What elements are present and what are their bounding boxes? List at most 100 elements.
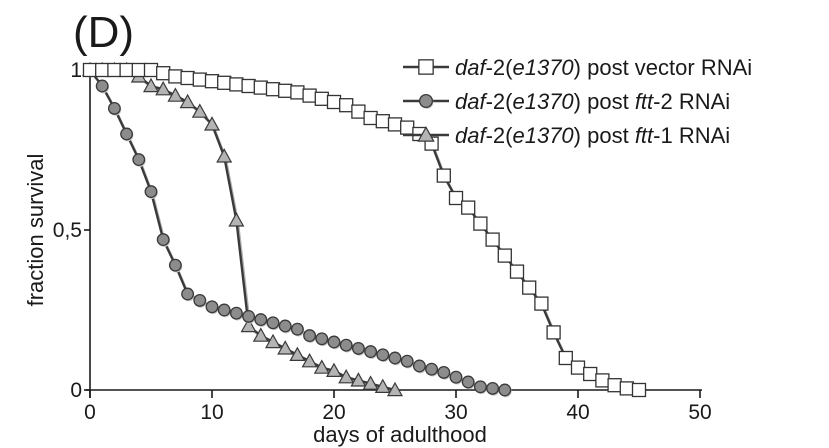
legend-text-segment: ) post vector RNAi [574, 55, 753, 80]
data-point-circle [156, 233, 170, 247]
data-point-square [217, 75, 232, 90]
axes: 0 10 20 30 40 50 0 0,5 1 [53, 59, 712, 424]
data-point-circle [473, 380, 487, 394]
x-tick-label: 30 [444, 401, 467, 424]
legend-text-segment: e1370 [512, 89, 574, 114]
legend: daf-2(e1370) post vector RNAidaf-2(e1370… [403, 55, 752, 148]
data-point-circle [290, 322, 304, 336]
data-point-triangle [338, 368, 355, 384]
data-point-square [168, 69, 183, 84]
data-point-square [351, 104, 366, 119]
data-point-square [534, 296, 549, 311]
panel-label: (D) [73, 8, 134, 57]
data-point-triangle [155, 80, 172, 96]
data-point-circle [315, 332, 329, 346]
x-tick-label: 50 [688, 401, 711, 424]
x-axis-label: days of adulthood [313, 422, 487, 447]
x-tick-label: 0 [84, 401, 96, 424]
data-point-square [180, 70, 195, 86]
data-point-square [302, 88, 317, 103]
x-tick-label: 10 [200, 401, 223, 424]
data-point-circle [498, 383, 512, 397]
data-point-circle [425, 362, 439, 376]
data-point-circle [303, 329, 317, 343]
data-point-square [400, 120, 415, 135]
data-point-square [241, 78, 256, 94]
legend-text-segment: ) post [574, 123, 635, 148]
legend-text-segment: ) post [574, 89, 635, 114]
data-point-circle [437, 365, 451, 379]
data-point-square [375, 114, 390, 129]
data-point-circle [132, 153, 146, 167]
data-point-square [473, 216, 488, 231]
data-point-circle [229, 306, 243, 320]
data-point-triangle [252, 327, 269, 342]
data-point-triangle [240, 317, 257, 333]
data-point-square [497, 248, 512, 263]
data-point-circle [95, 79, 109, 93]
data-point-triangle [289, 346, 306, 361]
data-point-square [461, 200, 476, 215]
data-point-square [290, 85, 305, 100]
data-point-triangle [313, 359, 330, 374]
data-point-square [387, 117, 403, 132]
data-point-triangle [216, 148, 233, 163]
data-point-triangle [277, 340, 294, 355]
data-point-triangle [142, 77, 160, 93]
data-point-circle [376, 348, 390, 362]
data-point-triangle [264, 333, 282, 349]
data-point-square [607, 378, 622, 393]
data-point-triangle [228, 212, 245, 227]
data-point-circle [412, 359, 426, 373]
legend-text-segment: -2( [486, 55, 514, 80]
data-point-square [107, 62, 122, 78]
data-point-triangle [179, 93, 196, 109]
data-point-triangle [191, 103, 208, 118]
legend-marker-triangle [417, 126, 435, 142]
data-point-square [339, 98, 354, 113]
data-point-square [631, 382, 647, 398]
data-point-triangle [386, 381, 404, 397]
data-point-triangle [362, 375, 379, 390]
data-point-circle [181, 287, 195, 301]
legend-marker-square [418, 59, 434, 75]
data-point-square [485, 232, 500, 247]
series-line [89, 69, 505, 392]
legend-text-segment: daf [455, 89, 488, 114]
plot-area [81, 61, 647, 398]
data-point-square [558, 350, 573, 366]
legend-marker-circle [418, 93, 434, 109]
legend-text-segment: ftt [635, 123, 654, 148]
data-point-square [314, 91, 329, 106]
legend-text-segment: -2 RNAi [653, 89, 730, 114]
legend-text-segment: -1 RNAi [653, 123, 730, 148]
data-point-square [95, 62, 110, 78]
data-point-square [595, 373, 610, 388]
data-point-circle [107, 101, 121, 115]
data-point-square [192, 72, 207, 87]
legend-text-segment: ftt [635, 89, 654, 114]
data-point-square [253, 80, 268, 95]
y-axis-label: fraction survival [23, 154, 48, 307]
data-point-square [522, 280, 537, 295]
data-point-circle [388, 351, 402, 365]
data-point-circle [266, 316, 280, 330]
data-point-circle [278, 319, 292, 333]
legend-entry-2: daf-2(e1370) post ftt-2 RNAi [403, 89, 730, 114]
legend-label: daf-2(e1370) post ftt-2 RNAi [455, 89, 730, 114]
data-point-circle [486, 381, 500, 395]
data-point-triangle [325, 362, 343, 377]
legend-text-segment: e1370 [512, 55, 574, 80]
legend-text-segment: -2( [486, 123, 514, 148]
data-point-square [570, 360, 586, 375]
data-point-triangle [203, 116, 221, 131]
legend-entry-3: daf-2(e1370) post ftt-1 RNAi [403, 123, 730, 148]
legend-text-segment: daf [455, 123, 488, 148]
series-circle [83, 63, 512, 398]
series-line-shadow [90, 71, 507, 394]
data-point-circle [168, 258, 182, 272]
y-tick-label: 1 [70, 59, 82, 82]
legend-text-segment: -2( [486, 89, 514, 114]
data-point-square [509, 264, 525, 279]
